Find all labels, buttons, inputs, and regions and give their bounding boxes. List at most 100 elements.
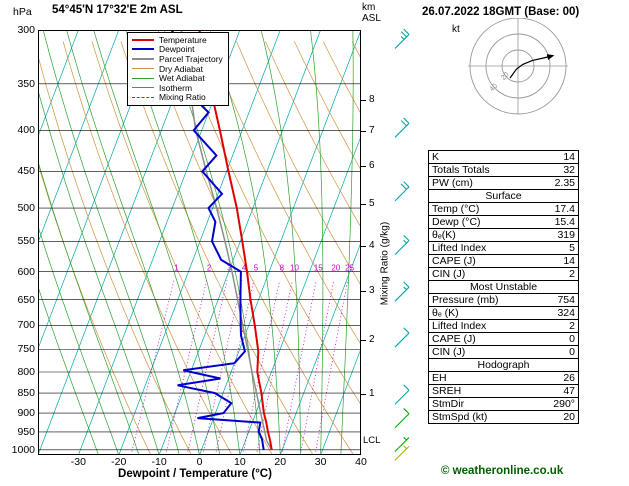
altitude-unit-km: km	[362, 2, 376, 13]
pressure-tick-label: 800	[17, 366, 35, 378]
dry-adiabat-line	[120, 41, 314, 455]
km-tick-label: 7	[369, 125, 375, 137]
km-tick-mark	[361, 245, 366, 247]
legend-item: Isotherm	[132, 83, 223, 93]
legend-item-label: Temperature	[159, 34, 207, 45]
wet-adiabat-line	[38, 224, 120, 455]
skewt-chart: 1 2 3 4 5 8 10 15 20 25	[38, 30, 361, 455]
altitude-unit-asl: ASL	[362, 13, 381, 24]
wind-barb	[394, 181, 410, 202]
wind-barb	[394, 234, 410, 256]
table-row-label: Lifted Index	[428, 241, 533, 255]
legend-line-sample	[132, 87, 154, 89]
table-row: SREH 47	[428, 384, 579, 398]
legend-item: Parcel Trajectory	[132, 54, 223, 64]
table-row-value: 290°	[532, 397, 579, 411]
isotherm-line	[199, 30, 361, 455]
temp-tick-label: -30	[70, 456, 86, 468]
table-row-label: Totals Totals	[428, 163, 533, 177]
mixing-ratio-line	[242, 280, 281, 455]
station-title: 54°45'N 17°32'E 2m ASL	[52, 4, 183, 16]
temp-tick-label: 0	[196, 456, 203, 468]
pressure-tick-label: 750	[17, 343, 35, 356]
wind-barb	[394, 384, 410, 405]
table-section-header: Hodograph	[428, 358, 579, 372]
km-tick-label: 1	[369, 387, 375, 399]
wet-adiabat-line	[38, 160, 140, 455]
skewt-plot-layers: 1 2 3 4 5 8 10 15 20 25	[38, 30, 361, 455]
mixing-ratio-line	[314, 280, 349, 455]
chart-legend: Temperature Dewpoint Parcel Trajectory Dry …	[127, 32, 229, 107]
wind-barb	[394, 327, 410, 348]
table-row-value: 14	[532, 254, 579, 268]
dry-adiabat-line	[236, 41, 361, 287]
table-row-value: 17.4	[532, 202, 579, 216]
x-axis-title: Dewpoint / Temperature (°C)	[118, 468, 272, 480]
legend-item-label: Mixing Ratio	[159, 92, 206, 103]
mixing-ratio-line	[256, 280, 293, 455]
table-row-label: K	[428, 150, 533, 164]
table-row-value: 26	[532, 371, 579, 385]
mixing-ratio-value-label: 10	[290, 264, 299, 273]
mixing-ratio-value-label: 25	[345, 264, 354, 273]
legend-item-label: Dewpoint	[159, 44, 195, 55]
dry-adiabat-line	[293, 41, 361, 171]
mixing-ratio-line	[299, 280, 335, 455]
mixing-ratio-value-label: 20	[331, 264, 340, 273]
km-tick-mark	[361, 290, 366, 292]
table-row: Pressure (mb) 754	[428, 293, 579, 307]
isotherm-line	[38, 30, 79, 138]
table-row-label: EH	[428, 371, 533, 385]
legend-line-sample	[132, 77, 154, 79]
pressure-tick-label: 1000	[11, 443, 35, 456]
temp-tick-label: -10	[151, 456, 167, 468]
pressure-tick-label: 350	[17, 77, 35, 90]
wind-barb	[394, 281, 410, 302]
legend-line-sample	[132, 38, 154, 41]
mixing-ratio-value-label: 8	[280, 264, 285, 273]
dry-adiabat-line	[38, 162, 152, 455]
table-section-header-row: Most Unstable	[428, 280, 579, 294]
km-tick-mark	[361, 131, 366, 133]
mixing-ratio-line	[215, 280, 255, 455]
temp-tick-label: 40	[355, 456, 367, 468]
table-row-value: 2	[532, 267, 579, 281]
table-row-label: Temp (°C)	[428, 202, 533, 216]
table-row-label: CAPE (J)	[428, 332, 533, 346]
temperature-curve	[198, 30, 273, 450]
table-row-value: 2	[532, 319, 579, 333]
dry-adiabat-line	[38, 54, 192, 455]
mixing-ratio-line	[130, 280, 175, 455]
wind-barb	[394, 117, 410, 138]
plot-border	[38, 30, 361, 455]
km-tick-label: 3	[369, 284, 375, 296]
wet-adiabat-line	[340, 30, 354, 455]
legend-item: Dewpoint	[132, 44, 223, 55]
copyright: © weatheronline.co.uk	[441, 465, 564, 477]
table-row: StmDir 290°	[428, 397, 579, 411]
table-row-value: 20	[532, 410, 579, 424]
mixing-ratio-axis-label: Mixing Ratio (g/kg)	[379, 221, 391, 306]
legend-item-label: Dry Adiabat	[159, 63, 203, 74]
table-row: K 14	[428, 150, 579, 164]
wet-adiabat-line	[310, 30, 324, 455]
wind-barb	[394, 436, 410, 452]
wind-barb	[394, 28, 410, 49]
wind-barb-column	[394, 28, 410, 461]
legend-item: Dry Adiabat	[132, 64, 223, 74]
legend-item-label: Parcel Trajectory	[159, 53, 223, 64]
mixing-ratio-value-label: 4	[242, 264, 247, 273]
dry-adiabat-line	[207, 41, 361, 346]
wet-adiabat-line	[38, 88, 160, 455]
km-tick-mark	[361, 165, 366, 167]
table-row-label: CAPE (J)	[428, 254, 533, 268]
pressure-tick-label: 700	[17, 319, 35, 332]
wet-adiabat-line	[209, 30, 281, 455]
table-row: CIN (J) 0	[428, 345, 579, 359]
table-row-value: 0	[532, 332, 579, 346]
hodograph-ring-label: 40	[489, 83, 500, 94]
pressure-tick-label: 550	[17, 235, 35, 248]
legend-line-sample	[132, 96, 154, 98]
